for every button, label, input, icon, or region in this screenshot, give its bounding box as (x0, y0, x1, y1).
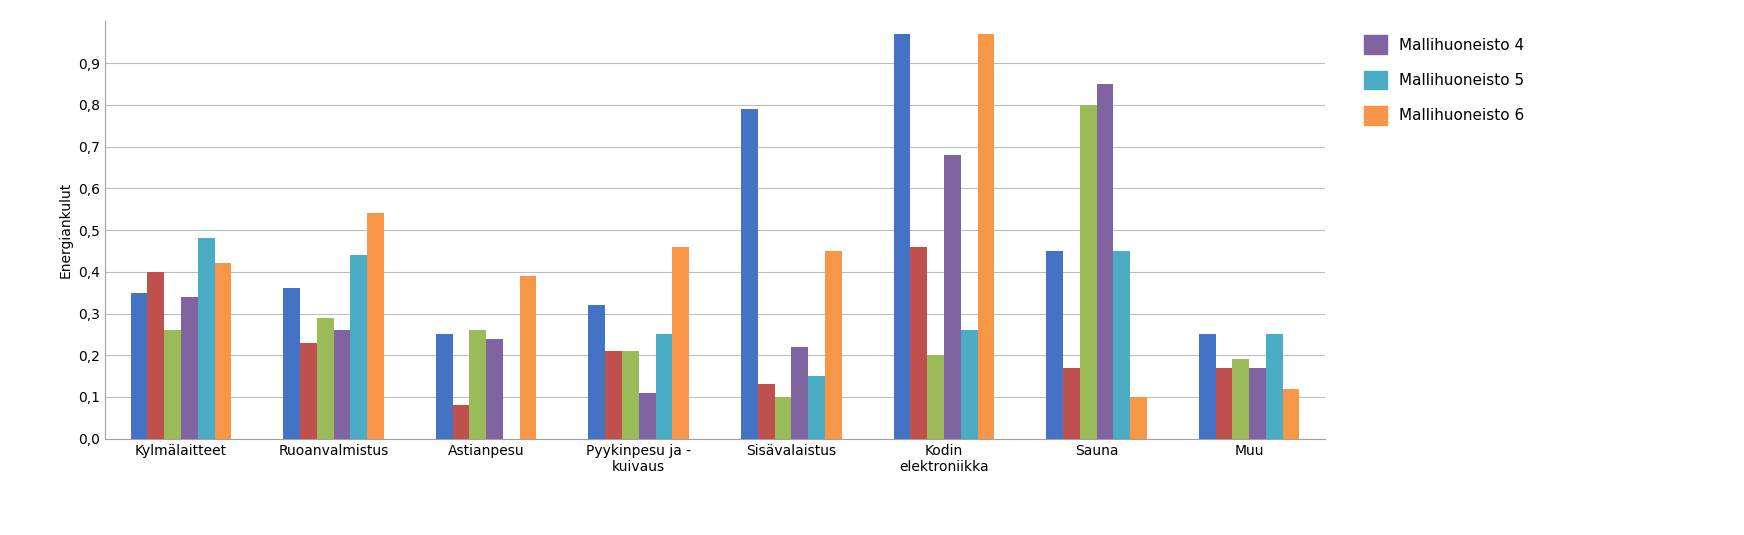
Bar (146, 272, 164, 439)
Bar (961, 330, 978, 439)
Bar (215, 263, 232, 439)
Bar (792, 347, 807, 439)
Bar (164, 330, 181, 439)
Bar (520, 276, 537, 439)
Bar (605, 351, 623, 439)
Bar (300, 343, 317, 439)
Bar (1046, 251, 1062, 439)
Bar (638, 393, 656, 439)
Bar (1130, 397, 1148, 439)
Bar (1062, 368, 1080, 439)
Bar (317, 318, 333, 439)
Bar (741, 109, 757, 439)
Bar (623, 351, 638, 439)
Bar (1233, 360, 1249, 439)
Bar (978, 34, 994, 439)
Bar (893, 34, 910, 439)
Bar (656, 334, 671, 439)
Bar (1113, 251, 1130, 439)
Bar (928, 355, 944, 439)
Bar (469, 330, 487, 439)
Bar (487, 339, 502, 439)
Bar (1080, 105, 1097, 439)
Bar (1198, 334, 1216, 439)
Bar (944, 155, 961, 439)
Bar (1097, 84, 1113, 439)
Legend: Mallihuoneisto 4, Mallihuoneisto 5, Mallihuoneisto 6: Mallihuoneisto 4, Mallihuoneisto 5, Mall… (1357, 29, 1529, 131)
Bar (1216, 368, 1233, 439)
Bar (197, 239, 215, 439)
Bar (910, 247, 928, 439)
Bar (181, 297, 197, 439)
Bar (825, 251, 842, 439)
Bar (774, 397, 792, 439)
Bar (333, 330, 351, 439)
Bar (131, 293, 146, 439)
Bar (807, 376, 825, 439)
Y-axis label: Energiankulut: Energiankulut (58, 182, 72, 278)
Bar (351, 255, 368, 439)
Bar (368, 213, 384, 439)
Bar (757, 385, 774, 439)
Bar (1284, 388, 1299, 439)
Bar (453, 406, 469, 439)
Bar (588, 305, 605, 439)
Bar (1249, 368, 1266, 439)
Bar (1266, 334, 1284, 439)
Bar (436, 334, 453, 439)
Bar (671, 247, 689, 439)
Bar (283, 288, 300, 439)
